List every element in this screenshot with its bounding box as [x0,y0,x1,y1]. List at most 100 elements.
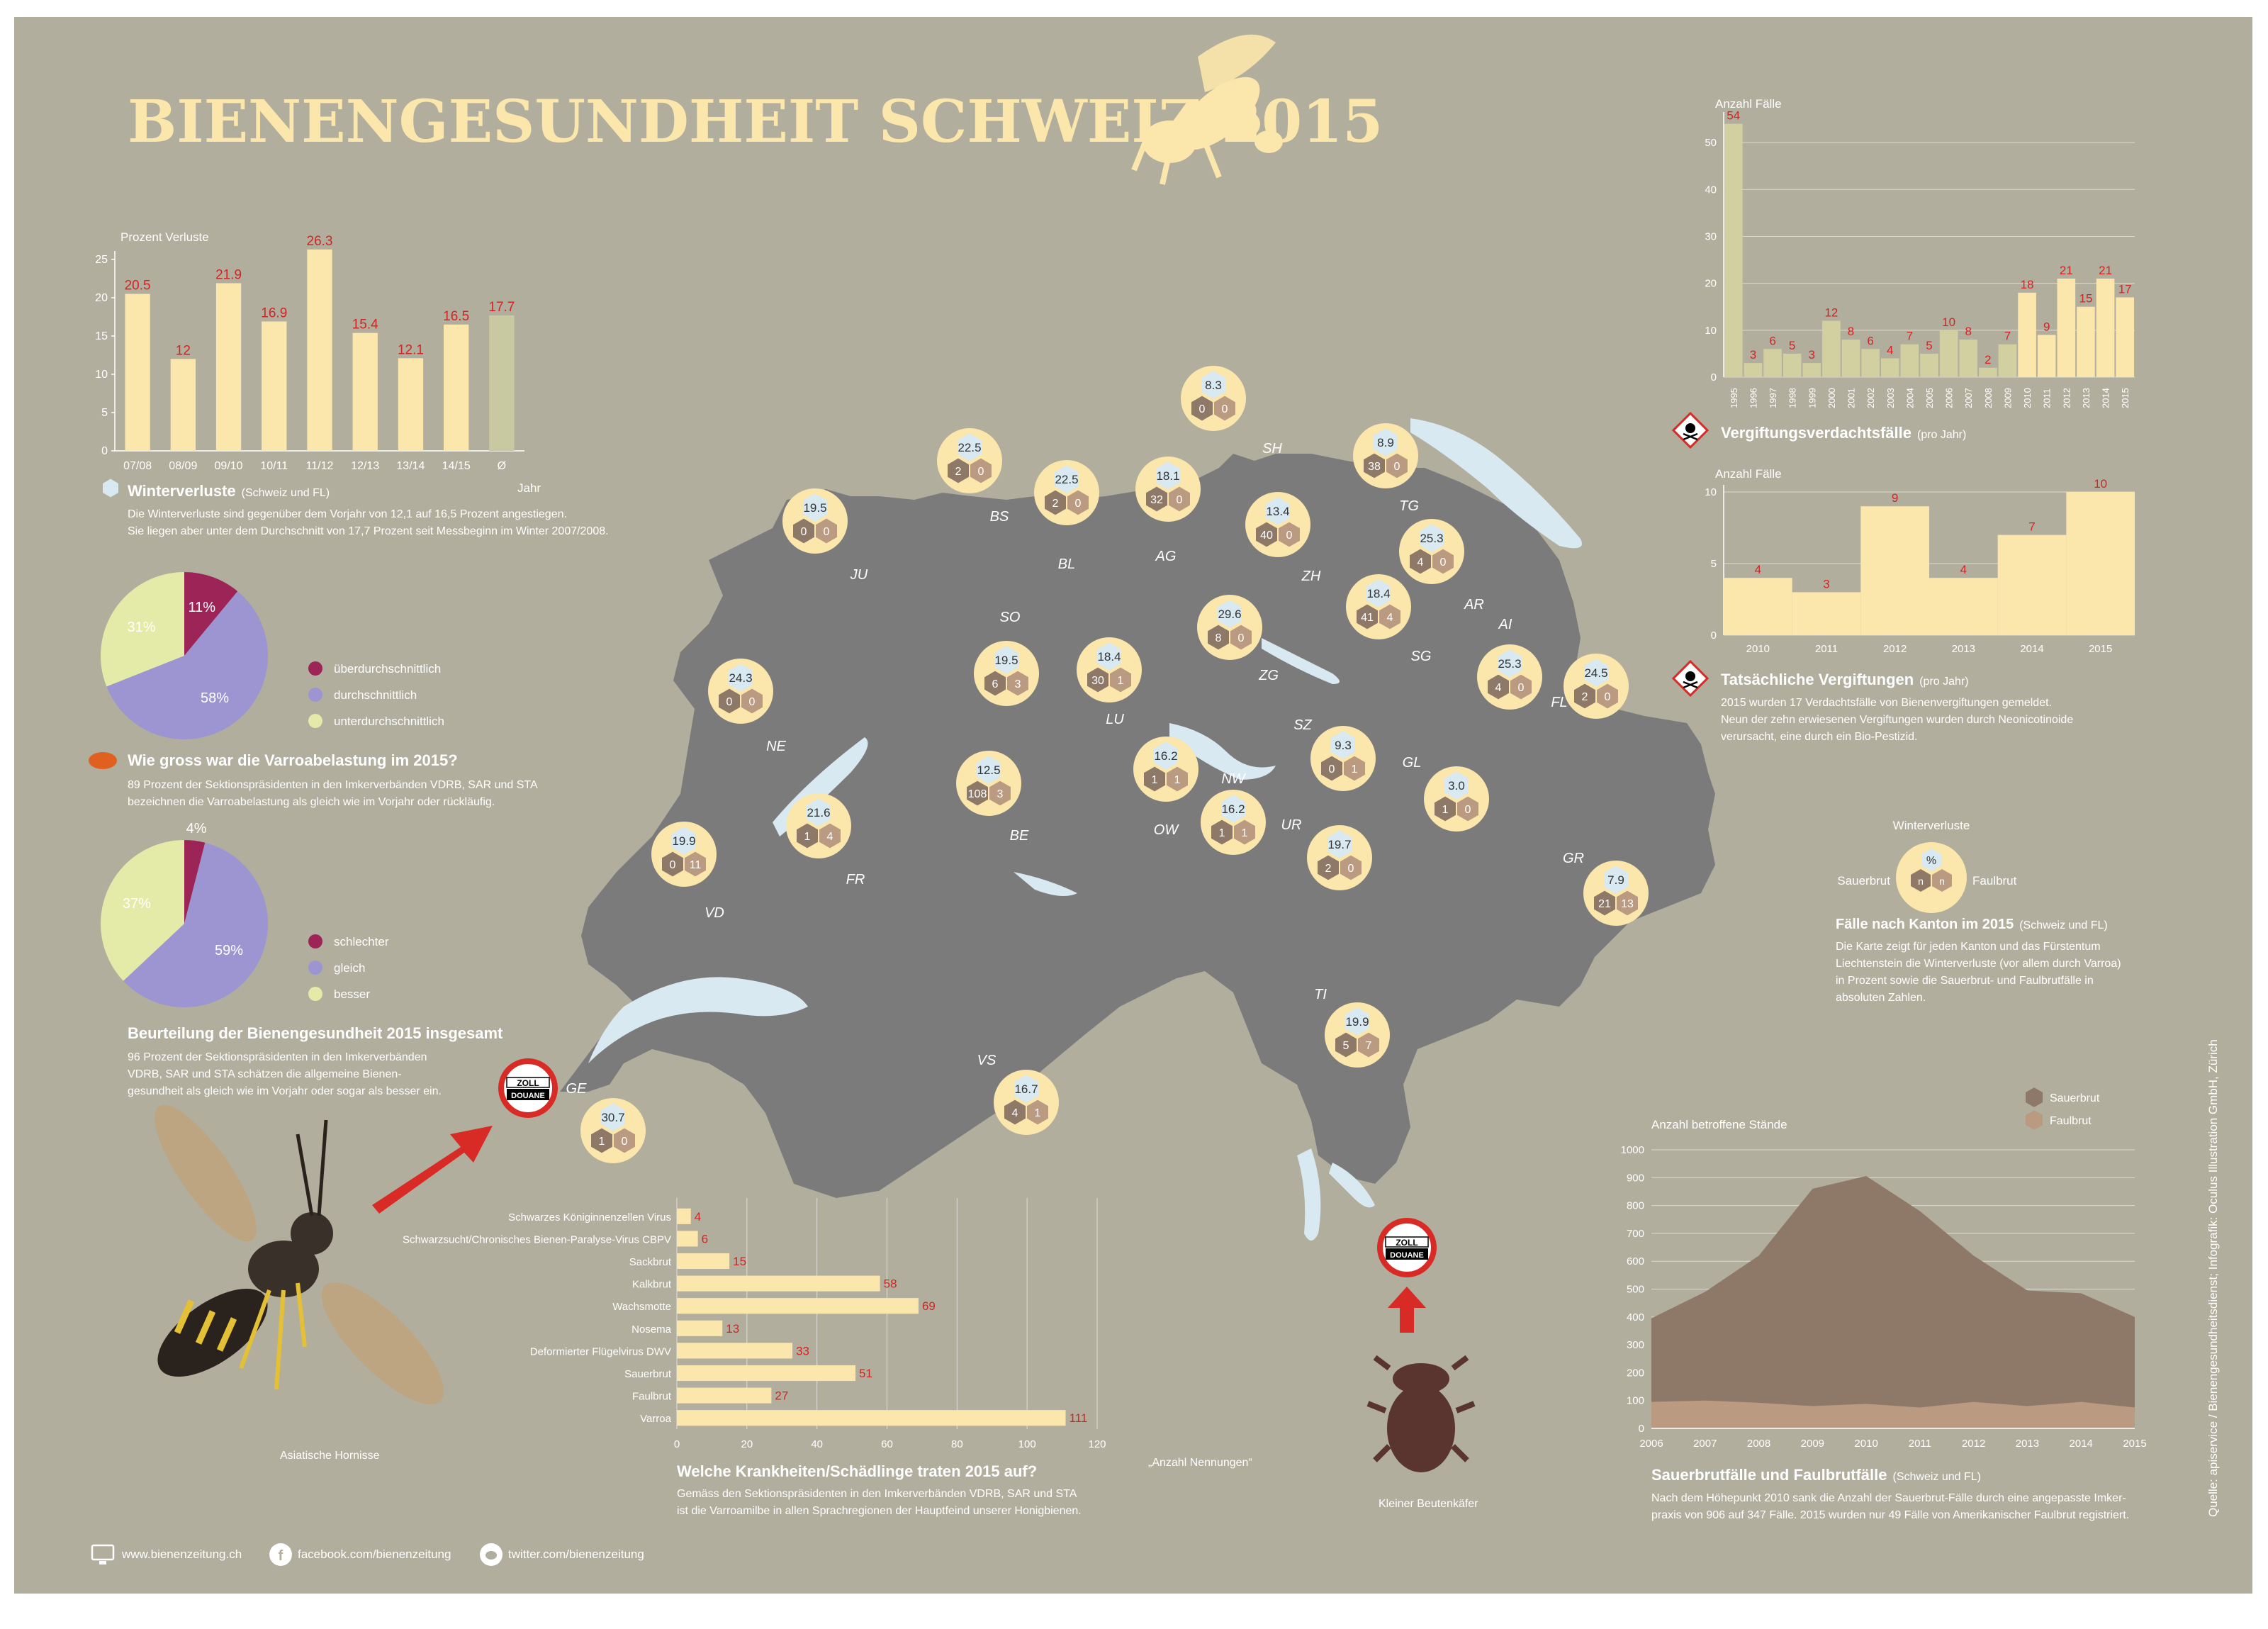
canton-code: ZG [1258,668,1279,683]
canton-code: AG [1155,549,1177,564]
canton-marker-bl: 22.5 2 0 BL [1034,460,1099,572]
lake-lugano [1329,1163,1375,1208]
canton-code: GL [1403,755,1422,771]
diseases-category: Sauerbrut [624,1368,672,1380]
canton-sauerbrut-value: 1 [1152,774,1158,786]
poison1-bar-label: 8 [1848,325,1854,338]
winter-bar-label: 20.5 [125,279,151,293]
diseases-bar-label: 13 [726,1322,739,1336]
canton-loss-value: 16.2 [1154,749,1177,763]
overall-pie-legend: schlechter gleich besser [308,934,389,1001]
diseases-category: Sackbrut [629,1256,672,1268]
winter-xtick: 08/09 [169,460,197,472]
canton-hex-sauerbrut [1488,674,1509,700]
canton-hex-faulbrut [1067,490,1089,515]
poison1-bar [2057,279,2076,377]
arrow-beetle [1388,1287,1426,1333]
varroa-slice-label: 58% [201,690,229,706]
winter-heading-sub: (Schweiz und FL) [242,487,330,499]
winter-bar [215,283,242,451]
poison2-xtick: 2015 [2089,643,2112,655]
footer-web-link[interactable]: www.bienenzeitung.ch [121,1547,242,1561]
canton-hex-losses [1097,642,1121,671]
canton-loss-value: 19.7 [1327,838,1351,851]
canton-hex-sauerbrut [1211,819,1233,845]
overall-slice [184,840,206,924]
winter-bar [489,315,515,451]
overall-text-block: Beurteilung der Bienengesundheit 2015 in… [128,1024,503,1097]
poison1-bar [1959,340,1978,377]
varroa-text-block: Wie gross war die Varroabelastung im 201… [89,751,538,808]
canton-loss-value: 21.6 [807,806,830,819]
brood-legend-swatch [2026,1087,2043,1107]
diseases-xtick: 80 [951,1438,963,1450]
canton-hex-losses [977,756,1001,784]
svg-text:Fälle nach Kanton im 2015(Schw: Fälle nach Kanton im 2015 (Schweiz und FL… [1836,917,2108,932]
diseases-bar-label: 4 [695,1210,701,1224]
diseases-bar [677,1410,1066,1426]
brood-ytick: 700 [1627,1228,1644,1240]
canton-marker-lu: 18.4 30 1 LU [1077,637,1142,727]
poison1-xtick: 1999 [1807,388,1817,408]
winter-xtick: 07/08 [123,460,152,472]
diseases-chart: „Anzahl Nennungen“ 0 20 40 60 80 100 120 4 Schwa… [403,1198,1252,1469]
footer-twitter-link[interactable]: twitter.com/bienenzeitung [508,1547,644,1561]
canton-code: AI [1498,617,1512,632]
svg-text:Sauerbrutfälle und Faulbrutfäl: Sauerbrutfälle und Faulbrutfälle (Schweiz… [1651,1466,1981,1484]
poison1-bar [1861,349,1880,377]
canton-sauerbrut-value: 2 [1325,863,1332,875]
canton-hex-sauerbrut [1045,490,1066,515]
poison1-xtick: 1996 [1748,388,1758,408]
poison1-bar [2116,297,2134,377]
poison2-xtick: 2014 [2020,643,2043,655]
canton-sauerbrut-value: 1 [599,1136,605,1148]
brood-xtick: 2009 [1801,1438,1824,1450]
poison-text-2: Neun der zehn erwiesenen Vergiftungen wu… [1721,714,2073,726]
canton-hex-faulbrut [1386,453,1408,478]
winter-bar [307,249,332,451]
brood-xtick: 2006 [1639,1438,1663,1450]
varroa-slice [184,572,238,656]
poison-actual-chart: Anzahl Fälle 0 5 10 4 2010 3 2011 9 2012 4 2013 7 20… [1705,467,2135,655]
canton-hex-faulbrut [989,780,1011,806]
canton-hex-sauerbrut [948,458,969,483]
poison1-bar [2077,306,2095,377]
mite-icon [89,752,117,769]
poison1-xtick: 2002 [1865,388,1876,408]
varroa-legend-label: überdurchschnittlich [334,662,441,676]
hexagon-icon [103,478,118,498]
brood-xtick: 2010 [1854,1438,1877,1450]
canton-hex-faulbrut [1234,819,1255,845]
canton-code: SG [1411,649,1432,664]
poison2-bar-label: 10 [2094,477,2107,491]
poison2-xtick: 2010 [1746,643,1770,655]
footer-facebook-link[interactable]: facebook.com/bienenzeitung [298,1547,451,1561]
douane-label: DOUANE [511,1092,545,1100]
poison1-bar [1998,344,2017,377]
poison2-bar-label: 4 [1755,563,1761,576]
canton-sauerbrut-value: 4 [1012,1107,1018,1119]
brood-xtick: 2014 [2070,1438,2093,1450]
poison1-bar [1802,363,1821,377]
canton-sauerbrut-value: 0 [1329,763,1335,776]
canton-sauerbrut-value: 108 [968,788,987,800]
diseases-category: Wachsmotte [612,1301,671,1313]
canton-loss-value: 12.5 [977,763,1000,777]
canton-hex-losses [1156,461,1180,490]
canton-hex-sauerbrut [1435,796,1456,822]
canton-hex-faulbrut [1169,486,1190,512]
diseases-bar-label: 69 [922,1299,936,1313]
canton-hex-losses [1444,771,1469,800]
varroa-slice [106,591,268,739]
canton-hex-sauerbrut [1357,604,1378,629]
diseases-text-1: Gemäss den Sektionspräsidenten in den Im… [677,1488,1077,1500]
brood-ytick: 1000 [1621,1144,1644,1156]
legend-hex-faulbrut [1932,869,1952,892]
canton-loss-value: 24.3 [729,671,752,685]
diseases-bar-label: 15 [733,1255,746,1268]
monitor-icon [91,1544,115,1564]
diseases-category: Schwarzes Königinnenzellen Virus [508,1211,671,1224]
canton-faulbrut-value: 4 [1387,612,1393,624]
canton-faulbrut-value: 0 [824,526,830,538]
canton-hex-sauerbrut [1594,890,1615,916]
